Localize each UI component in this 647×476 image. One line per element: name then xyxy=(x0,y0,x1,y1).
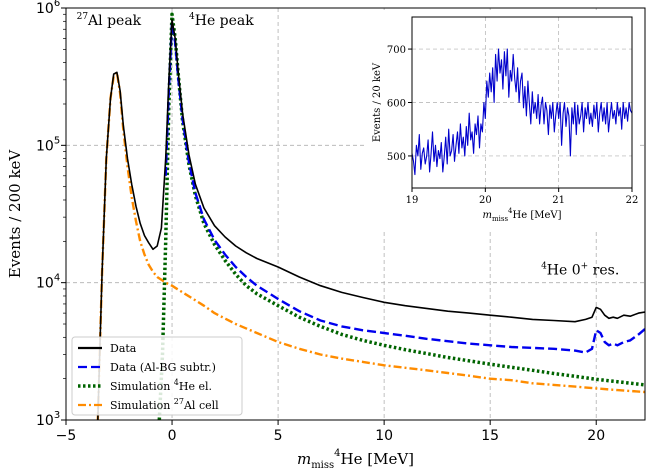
legend-label-2: Simulation 4He el. xyxy=(110,378,212,393)
legend-label-1: Data (Al-BG subtr.) xyxy=(110,361,216,374)
inset-y-tick-label: 500 xyxy=(387,152,406,163)
y-axis-title: Events / 200 keV xyxy=(6,149,24,279)
main-ticks: −5 0 5 10 15 20 103 104 105 106 xyxy=(36,0,605,444)
main-series-group xyxy=(96,12,645,420)
x-tick-label: −5 xyxy=(56,428,77,444)
inset-x-tick-label: 21 xyxy=(552,195,565,206)
inset-ticks: 19 20 21 22 500 600 700 xyxy=(387,45,638,206)
inset-x-tick-label: 19 xyxy=(406,195,419,206)
inset-x-tick-label: 22 xyxy=(626,195,639,206)
inset-plot: 19 20 21 22 500 600 700 mmiss4He [MeV] Events … xyxy=(365,10,640,232)
legend-label-0: Data xyxy=(110,342,137,355)
series-line-0 xyxy=(97,18,645,420)
main-annotations: 27Al peak 4He peak 4He 0+ res. xyxy=(77,12,620,278)
inset-series-group xyxy=(411,48,633,176)
inset-grid xyxy=(412,17,632,188)
x-tick-label: 15 xyxy=(481,428,499,444)
legend-label-3: Simulation 27Al cell xyxy=(110,397,219,412)
x-tick-label: 20 xyxy=(587,428,605,444)
inset-background xyxy=(365,10,640,232)
inset-x-tick-label: 20 xyxy=(479,195,492,206)
inset-x-axis-title: mmiss4He [MeV] xyxy=(482,207,561,223)
x-axis-title: mmiss4He [MeV] xyxy=(297,448,414,471)
annotation-0: 27Al peak xyxy=(77,12,142,29)
legend-box xyxy=(71,336,243,416)
main-plot: −5 0 5 10 15 20 103 104 105 106 27Al peak 4He peak… xyxy=(6,0,646,471)
y-tick-label: 105 xyxy=(36,135,60,154)
inset-y-tick-label: 600 xyxy=(387,99,406,110)
main-plot-frame xyxy=(65,7,646,421)
x-tick-label: 0 xyxy=(168,428,177,444)
y-tick-label: 104 xyxy=(36,273,60,292)
y-tick-label: 106 xyxy=(36,0,60,17)
inset-y-tick-label: 700 xyxy=(387,45,406,56)
x-tick-label: 5 xyxy=(274,428,283,444)
inset-series-line-0 xyxy=(411,48,633,176)
annotation-2: 4He 0+ res. xyxy=(541,261,619,278)
y-tick-label: 103 xyxy=(36,410,60,429)
x-tick-label: 10 xyxy=(375,428,393,444)
inset-y-axis-title: Events / 20 keV xyxy=(372,62,383,142)
annotation-1: 4He peak xyxy=(189,12,254,29)
legend: Data Data (Al-BG subtr.) Simulation 4He el… xyxy=(71,336,243,416)
series-line-1 xyxy=(164,21,645,354)
